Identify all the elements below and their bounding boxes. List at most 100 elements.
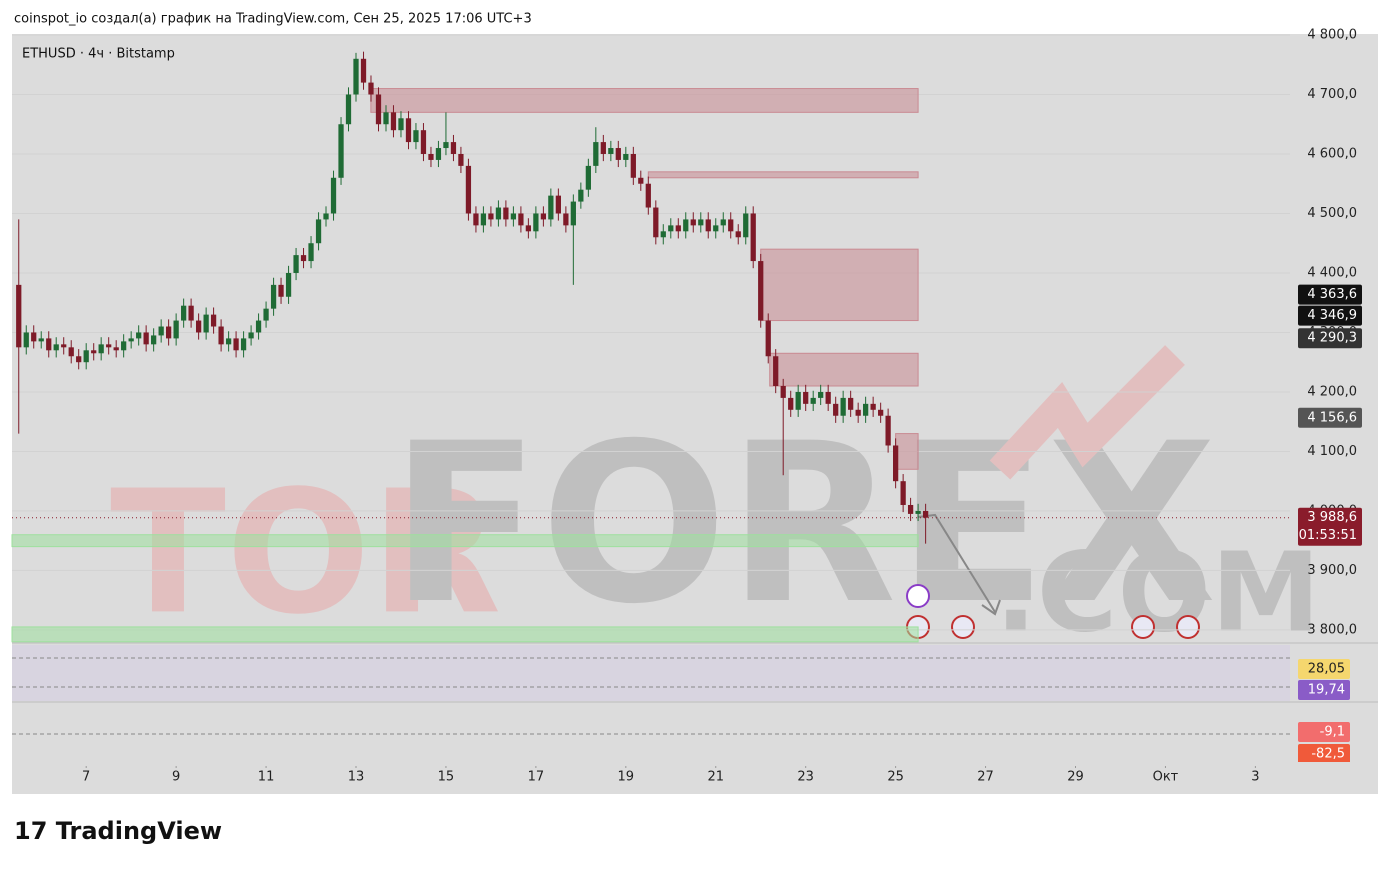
y-tick-label: 4 100,0 <box>1307 444 1357 459</box>
candle-body <box>390 112 397 131</box>
candle-body <box>615 148 621 160</box>
candle-body <box>428 153 434 160</box>
candle-body <box>630 153 636 178</box>
candle-body <box>795 391 801 410</box>
candle-body <box>323 213 329 220</box>
zone <box>370 88 919 113</box>
candle-body <box>53 344 59 351</box>
logo-mark: 17 <box>14 817 56 845</box>
candle-body <box>548 195 554 220</box>
candle-body <box>825 391 831 404</box>
candle-body <box>91 350 97 354</box>
candle-body <box>503 207 509 220</box>
candle-body <box>61 344 67 348</box>
candle-body <box>293 255 299 273</box>
y-tick-label: 4 200,0 <box>1307 384 1357 399</box>
y-tick-label: 4 700,0 <box>1307 87 1357 102</box>
candle-body <box>810 397 816 404</box>
candle-body <box>645 183 651 208</box>
event-icon <box>906 584 930 608</box>
candle-body <box>285 272 292 297</box>
zone <box>769 352 919 387</box>
candle-body <box>158 326 164 336</box>
candle-body <box>218 326 224 345</box>
y-tick-label: 3 900,0 <box>1307 563 1357 578</box>
x-tick-label: 7 <box>82 770 90 785</box>
candle-body <box>750 213 756 262</box>
candle-body <box>270 284 277 309</box>
x-tick-label: 3 <box>1251 770 1259 785</box>
candle-body <box>225 338 232 345</box>
candle-body <box>683 219 689 232</box>
watermark-text: TOR <box>110 454 501 652</box>
price-label: 4 363,6 <box>1307 287 1357 302</box>
x-tick-label: 25 <box>887 770 904 785</box>
candle-body <box>143 332 149 345</box>
watermark-arrow <box>989 345 1185 480</box>
candle-body <box>173 320 179 339</box>
candle-body <box>623 153 629 160</box>
candle-body <box>338 124 344 178</box>
candle-body <box>922 510 929 518</box>
candle-body <box>16 284 22 348</box>
candle-body <box>68 347 74 357</box>
candle-body <box>907 504 914 514</box>
candle-body <box>308 243 314 262</box>
candle-body <box>892 445 899 482</box>
candle-body <box>210 314 217 327</box>
candle-body <box>121 341 127 351</box>
x-tick-label: 21 <box>707 770 724 785</box>
candle-body <box>473 213 479 226</box>
price-label: 4 346,9 <box>1307 308 1357 323</box>
y-tick-label: 4 800,0 <box>1307 28 1357 43</box>
candle-body <box>480 213 487 226</box>
candle-body <box>668 225 674 232</box>
event-icon <box>1176 615 1200 639</box>
indicator-label-bg <box>1298 680 1350 700</box>
rsi-pane <box>12 645 1290 701</box>
y-tick-label: 4 500,0 <box>1307 206 1357 221</box>
candle-body <box>705 219 711 232</box>
candle-body <box>450 142 457 154</box>
candle-body <box>383 112 389 125</box>
price-label-bg <box>1298 507 1362 546</box>
candle-body <box>735 231 741 238</box>
candle-body <box>788 397 794 410</box>
logo: 17 TradingView <box>14 817 222 845</box>
price-label-bg <box>1298 407 1362 428</box>
watermark: TOR FOREX .COM <box>110 345 1321 656</box>
candle-body <box>518 213 524 226</box>
candle-body <box>83 350 89 363</box>
candle-body <box>900 481 906 505</box>
candle-body <box>23 332 29 348</box>
indicator-label: -9,1 <box>1320 725 1345 740</box>
candle-body <box>608 148 614 154</box>
candle-body <box>578 189 584 202</box>
candle-body <box>765 320 771 357</box>
candle-body <box>728 219 734 232</box>
candle-body <box>698 219 704 226</box>
candle-body <box>780 385 786 398</box>
candle-body <box>330 177 337 214</box>
candle-body <box>353 58 359 95</box>
zone <box>760 248 919 322</box>
candle-body <box>773 356 779 386</box>
price-label: 4 290,3 <box>1307 331 1357 346</box>
candle-body <box>203 314 209 333</box>
candle-body <box>863 403 869 416</box>
candle-body <box>803 391 809 404</box>
candle-body <box>563 213 569 226</box>
price-label-bg <box>1298 284 1362 305</box>
symbol-title: ETHUSD · 4ч · Bitstamp <box>22 47 175 62</box>
indicator-label-bg <box>1298 659 1350 679</box>
candle-body <box>106 344 112 348</box>
event-icon <box>951 615 975 639</box>
candle-body <box>690 219 696 226</box>
candle-body <box>248 332 254 339</box>
candle-body <box>420 130 427 154</box>
candle-body <box>360 58 367 83</box>
candle-body <box>255 320 262 333</box>
x-tick-label: 27 <box>977 770 994 785</box>
candle-body <box>540 213 547 220</box>
